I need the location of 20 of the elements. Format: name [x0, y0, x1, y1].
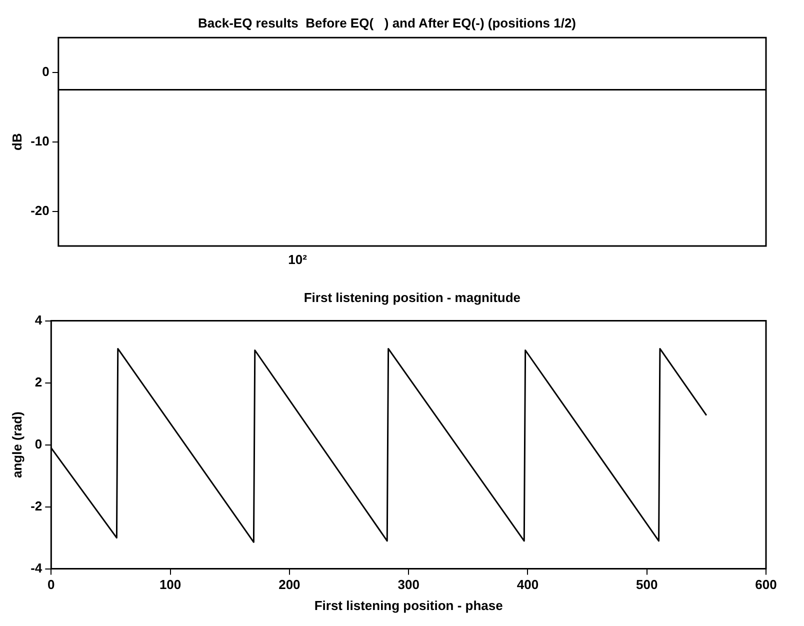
y-tick-label: 2: [34, 374, 42, 390]
x-tick-label: 400: [516, 577, 539, 592]
y-axis-title: dB: [9, 133, 24, 150]
y-tick-label: -10: [30, 133, 50, 148]
text: 10²: [288, 252, 308, 268]
x-tick-label: 200: [278, 577, 300, 592]
x-axis-title: First listening position - magnitude: [304, 290, 521, 305]
y-axis-title: angle (rad): [9, 412, 24, 478]
x-tick-label: 600: [755, 577, 777, 592]
x-tick-label: 500: [636, 577, 658, 592]
x-axis-title: First listening position - phase: [314, 598, 503, 613]
x-tick-label: 100: [159, 577, 182, 592]
y-tick-label: -4: [30, 560, 43, 576]
chart-title: Back-EQ results Before EQ( ) and After EQ(-) (positions 1/2): [198, 15, 576, 30]
y-tick-label: 0: [34, 436, 42, 452]
y-tick-label: 4: [34, 312, 43, 328]
y-tick-label: -2: [30, 498, 42, 514]
x-tick-label: 300: [398, 577, 420, 592]
y-tick-label: 0: [42, 64, 50, 79]
y-tick-label: -20: [30, 202, 50, 218]
